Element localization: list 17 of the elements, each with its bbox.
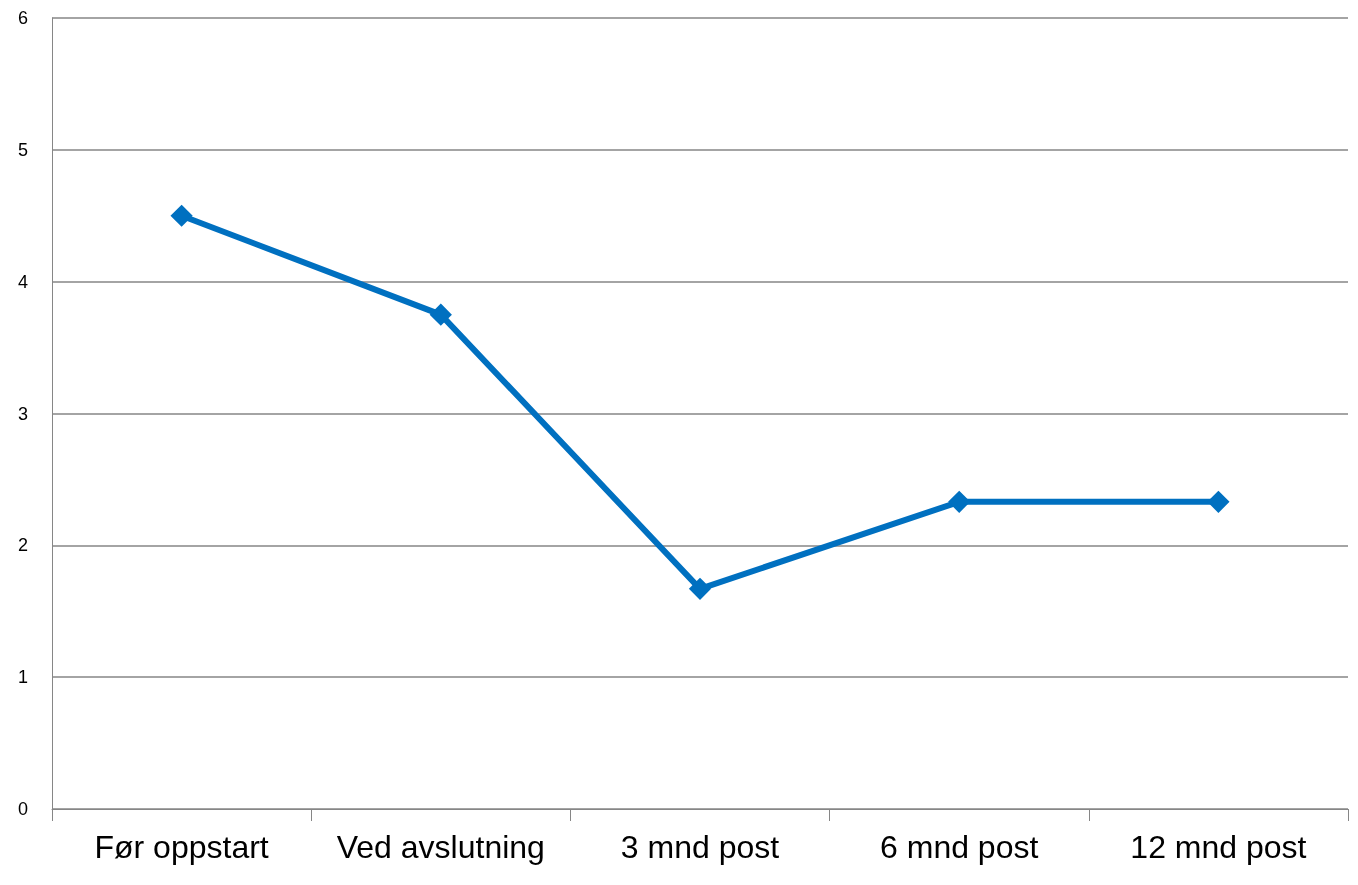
y-tick-label: 5 (17, 139, 28, 160)
x-tick-label: Før oppstart (94, 829, 269, 865)
point (171, 205, 193, 227)
point (689, 578, 711, 600)
y-tick-label: 4 (17, 271, 28, 292)
x-tick-label: 12 mnd post (1130, 829, 1307, 865)
y-tick-label: 2 (17, 535, 28, 556)
y-tick-label: 0 (17, 799, 28, 819)
x-tick-label: Ved avslutning (336, 829, 545, 865)
point (430, 304, 452, 326)
x-tick-label: 6 mnd post (880, 829, 1039, 865)
point (1207, 491, 1229, 513)
x-tick-label: 3 mnd post (620, 829, 780, 865)
y-tick-label: 6 (17, 8, 28, 28)
y-tick-label: 3 (17, 403, 28, 424)
y-tick-label: 1 (17, 667, 28, 688)
point (948, 491, 970, 513)
